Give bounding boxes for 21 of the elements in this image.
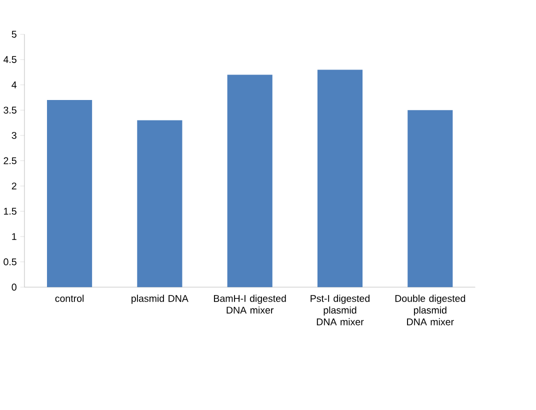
bar bbox=[408, 110, 453, 288]
x-tick-label: BamH-I digested DNA mixer bbox=[214, 294, 286, 314]
y-tick-label: 4.5 bbox=[3, 56, 16, 64]
bar bbox=[227, 74, 272, 288]
y-tick-label: 4 bbox=[12, 82, 17, 88]
y-tick-label: 3.5 bbox=[4, 106, 16, 114]
y-tick-label: 0 bbox=[12, 284, 16, 291]
y-tick-label: 2 bbox=[12, 182, 16, 190]
x-tick-label: control bbox=[55, 294, 84, 302]
y-tick-label: 1 bbox=[12, 233, 16, 240]
y-tick-label: 1.5 bbox=[4, 208, 16, 215]
bar bbox=[137, 120, 182, 288]
x-tick-label: Pst-I digested plasmid DNA mixer bbox=[310, 294, 370, 326]
y-tick-label: 5 bbox=[12, 31, 16, 38]
y-tick-label: 0.5 bbox=[4, 258, 16, 266]
y-tick-label: 2.5 bbox=[4, 157, 16, 164]
bar bbox=[46, 100, 92, 288]
bar bbox=[317, 70, 363, 288]
y-tick-label: 3 bbox=[12, 132, 16, 140]
x-tick-label: Double digested plasmid DNA mixer bbox=[395, 294, 466, 326]
x-tick-label: plasmid DNA bbox=[132, 294, 188, 304]
